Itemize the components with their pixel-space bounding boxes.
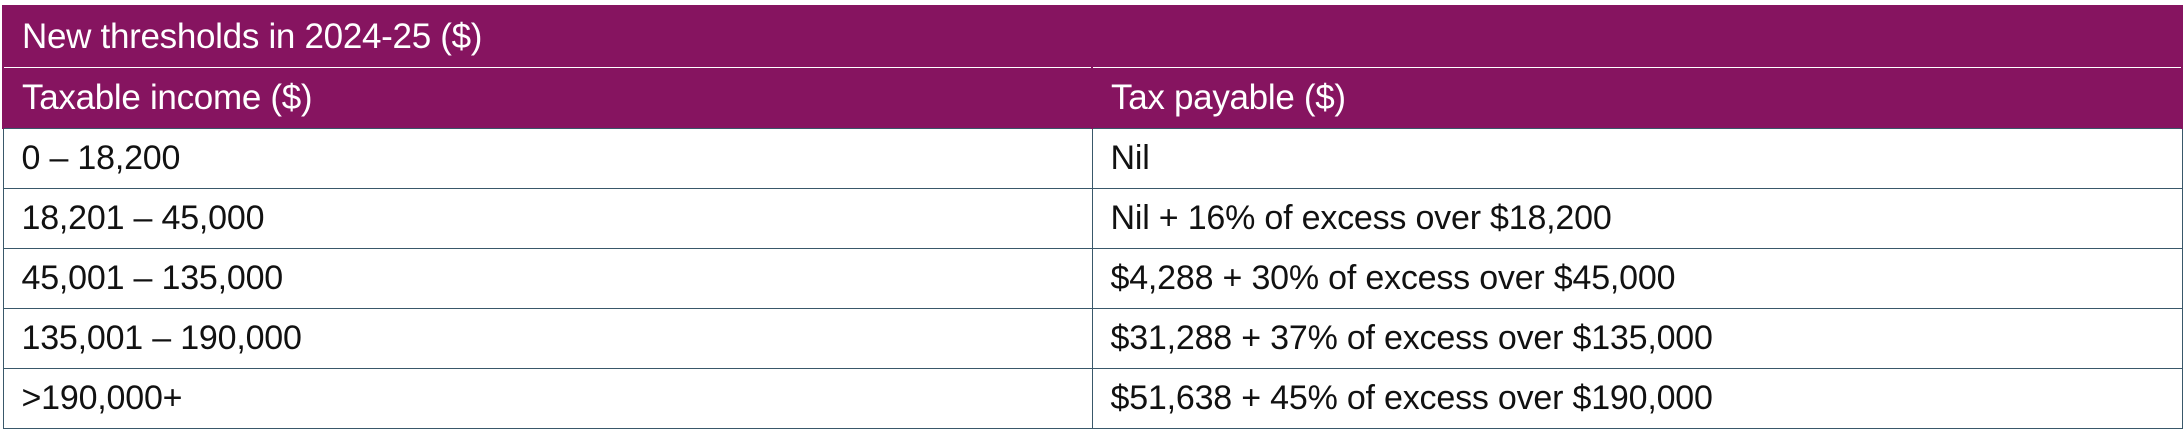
tax-thresholds-table: New thresholds in 2024-25 ($) Taxable in… [1,5,2184,429]
taxable-income-cell: 18,201 – 45,000 [2,188,1093,249]
table-row: >190,000+ $51,638 + 45% of excess over $… [2,368,2183,429]
tax-thresholds-table-container: New thresholds in 2024-25 ($) Taxable in… [1,5,2184,429]
table-row: 0 – 18,200 Nil [2,128,2183,189]
table-row: 18,201 – 45,000 Nil + 16% of excess over… [2,188,2183,249]
taxable-income-cell: 0 – 18,200 [2,128,1093,189]
taxable-income-cell: 135,001 – 190,000 [2,308,1093,369]
taxable-income-cell: >190,000+ [2,368,1093,429]
taxable-income-cell: 45,001 – 135,000 [2,248,1093,309]
table-header-row: Taxable income ($) Tax payable ($) [2,67,2184,129]
tax-payable-cell: $51,638 + 45% of excess over $190,000 [1091,368,2183,429]
table-title: New thresholds in 2024-25 ($) [1,5,2184,68]
table-row: 45,001 – 135,000 $4,288 + 30% of excess … [2,248,2183,309]
tax-payable-cell: $31,288 + 37% of excess over $135,000 [1091,308,2183,369]
tax-payable-cell: Nil [1091,128,2183,189]
column-header-taxable-income: Taxable income ($) [2,67,1093,129]
table-title-row: New thresholds in 2024-25 ($) [1,5,2184,68]
tax-payable-cell: Nil + 16% of excess over $18,200 [1091,188,2183,249]
table-row: 135,001 – 190,000 $31,288 + 37% of exces… [2,308,2183,369]
tax-payable-cell: $4,288 + 30% of excess over $45,000 [1091,248,2183,309]
column-header-tax-payable: Tax payable ($) [1090,67,2184,129]
